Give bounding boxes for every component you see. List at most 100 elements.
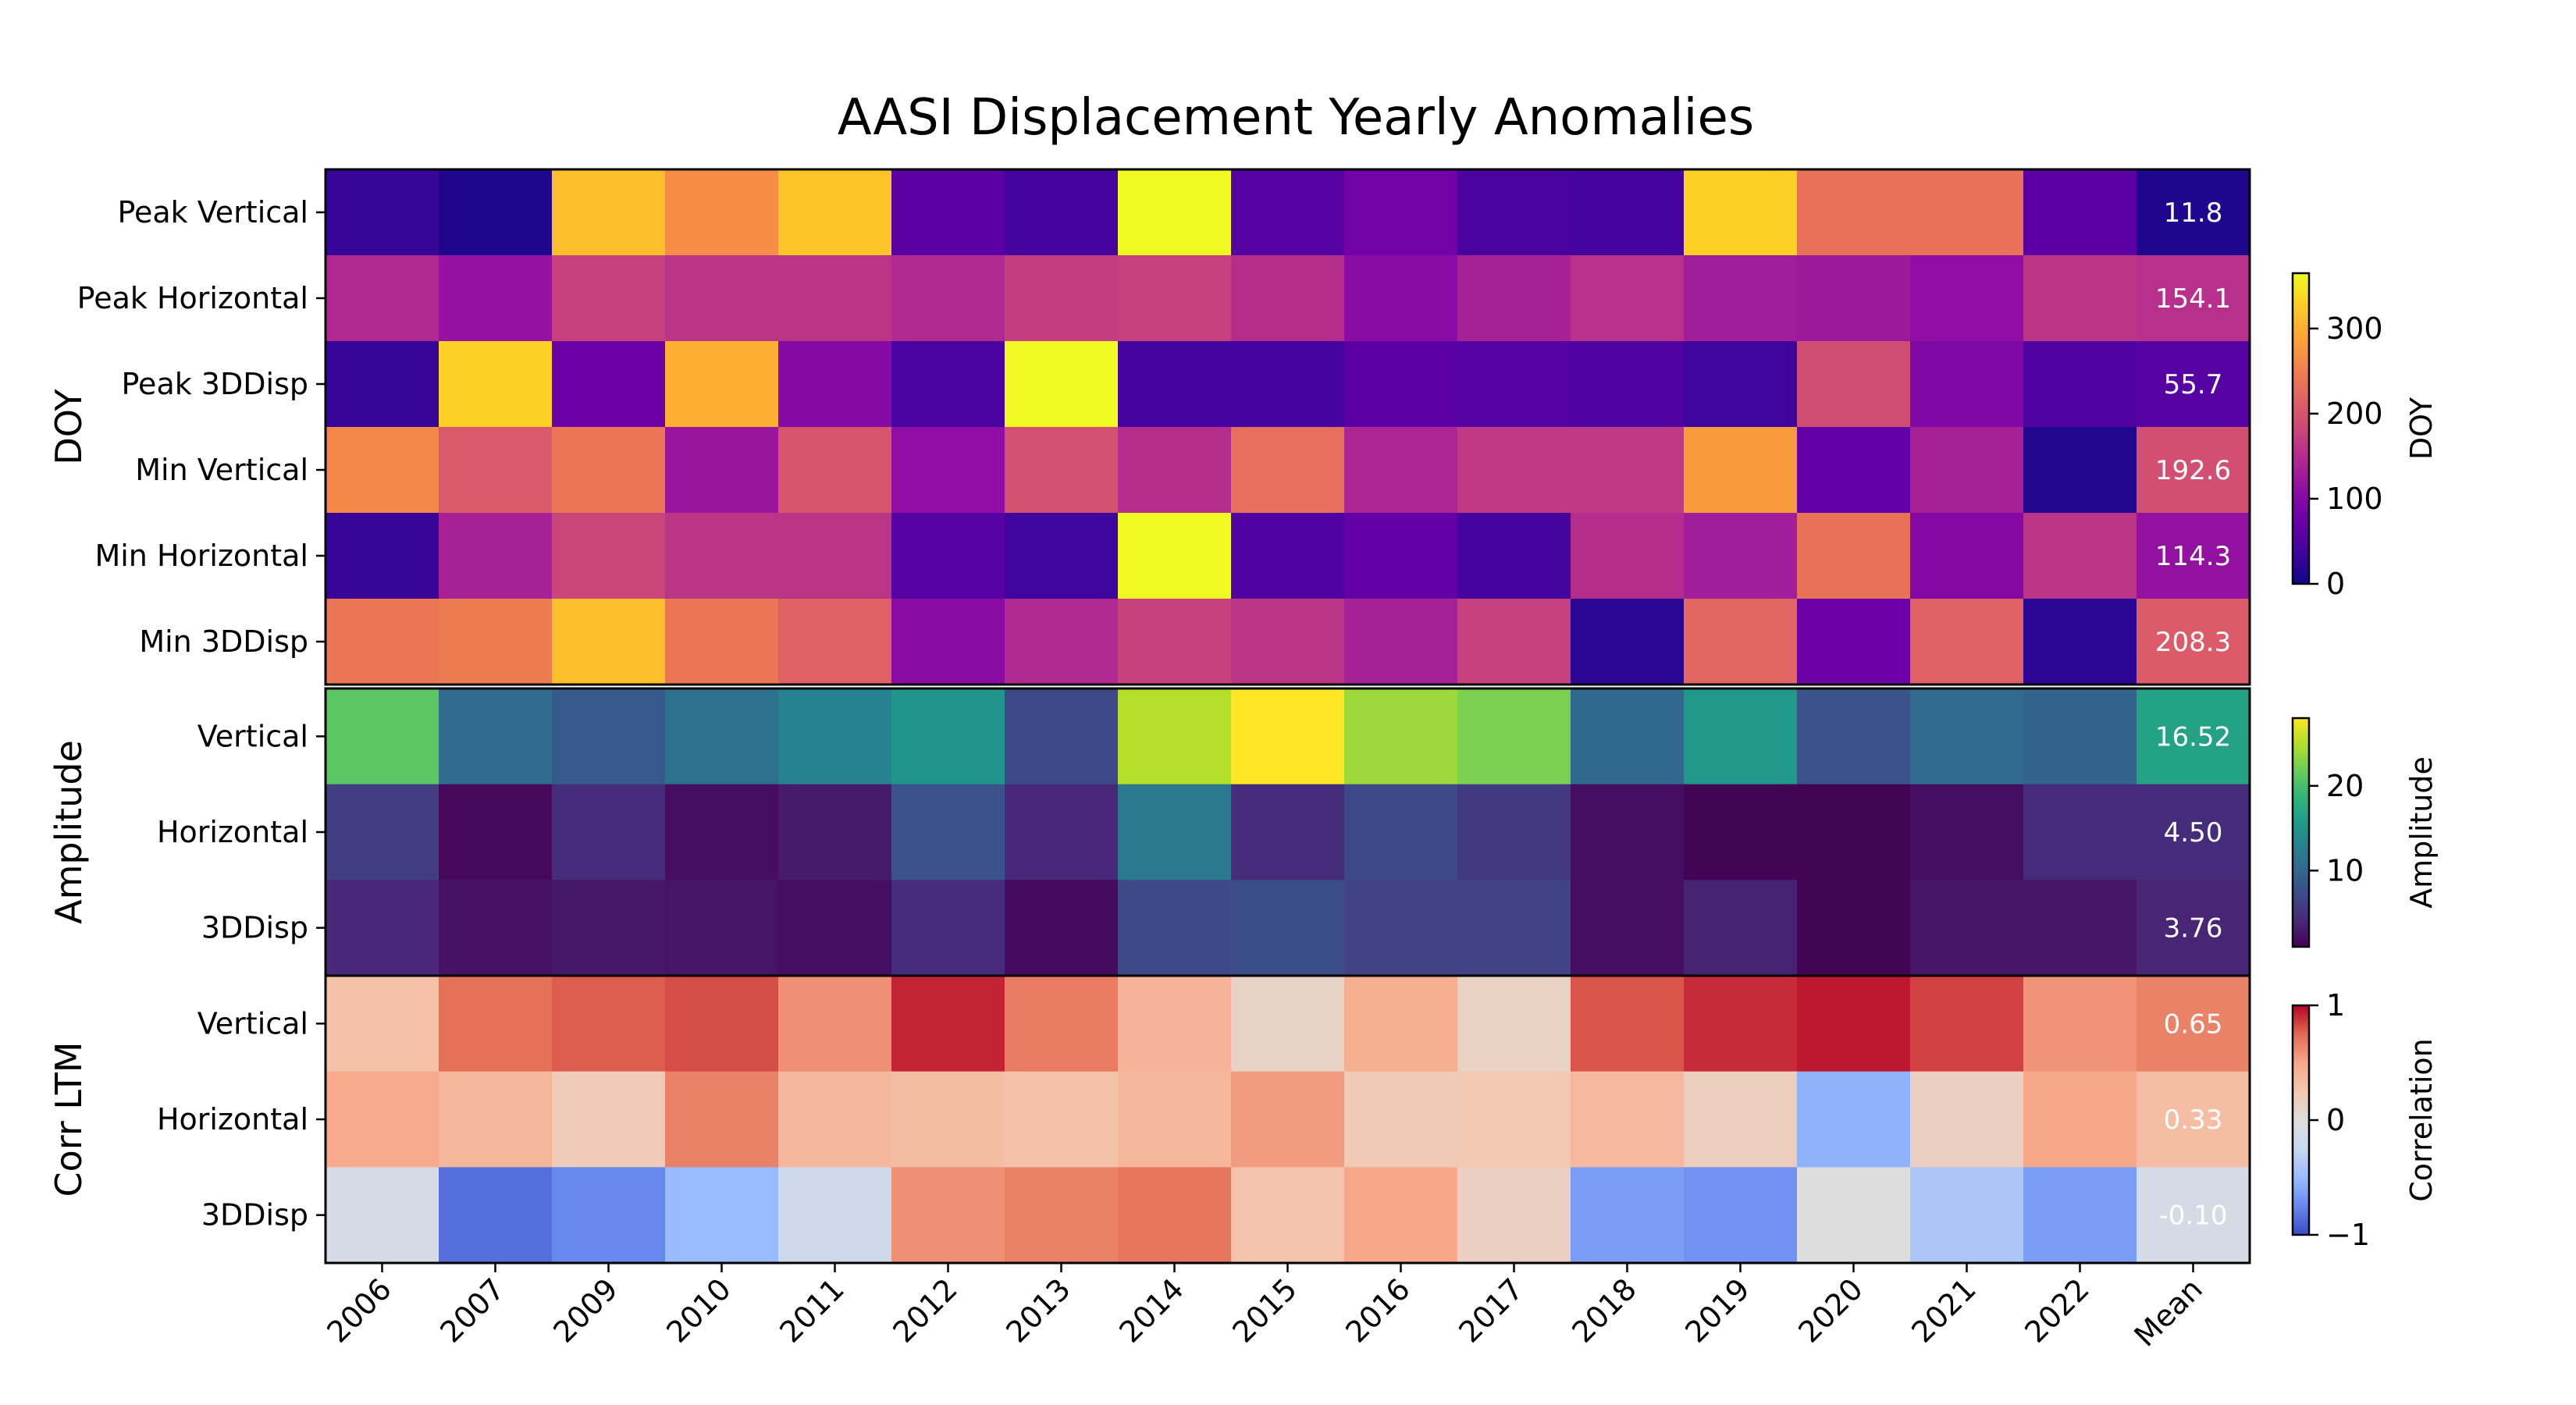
row-label: 3DDisp xyxy=(201,911,308,945)
heatmap-cell xyxy=(1231,976,1345,1072)
heatmap-cell xyxy=(2137,169,2250,256)
heatmap-cell xyxy=(2137,341,2250,428)
x-tick-label: 2012 xyxy=(886,1272,964,1350)
heatmap-cell xyxy=(891,427,1005,514)
colorbar-tick-label: 20 xyxy=(2326,769,2364,803)
heatmap-cell xyxy=(891,513,1005,599)
heatmap-cell xyxy=(1005,513,1119,599)
heatmap-cell xyxy=(439,169,553,256)
heatmap-cell xyxy=(1684,427,1798,514)
heatmap-cell xyxy=(2137,1167,2250,1264)
heatmap-cell xyxy=(1231,784,1345,880)
heatmap-cell xyxy=(1231,1167,1345,1264)
heatmap-cell xyxy=(439,880,553,976)
x-tick-label: 2014 xyxy=(1112,1272,1190,1350)
mean-value-label: 0.33 xyxy=(2164,1104,2223,1136)
heatmap-cell xyxy=(1797,341,1911,428)
colorbar-tick-label: 0 xyxy=(2326,1103,2345,1137)
heatmap-cell xyxy=(2023,169,2137,256)
heatmap-cell xyxy=(1797,599,1911,685)
heatmap-cell xyxy=(1571,599,1685,685)
heatmap-cell xyxy=(326,169,439,256)
mean-value-label: 4.50 xyxy=(2164,817,2223,848)
heatmap-cell xyxy=(665,513,779,599)
heatmap-cell xyxy=(778,784,892,880)
heatmap-cell xyxy=(326,513,439,599)
heatmap-cell xyxy=(1571,880,1685,976)
heatmap-cell xyxy=(1910,513,2024,599)
heatmap-cell xyxy=(326,976,439,1072)
heatmap-cell xyxy=(1910,1071,2024,1168)
x-tick-label: 2013 xyxy=(999,1272,1077,1350)
heatmap-cell xyxy=(1005,255,1119,342)
group-label: Corr LTM xyxy=(48,1042,90,1197)
heatmap-cell xyxy=(1344,784,1458,880)
heatmap-cell xyxy=(1005,1071,1119,1168)
heatmap-cell xyxy=(2137,255,2250,342)
heatmap-cell xyxy=(1118,255,1232,342)
heatmap-cell xyxy=(1344,976,1458,1072)
mean-value-label: 3.76 xyxy=(2164,913,2223,944)
heatmap-cell xyxy=(1684,169,1798,256)
x-tick-label: 2006 xyxy=(320,1272,398,1350)
heatmap-cell xyxy=(326,599,439,685)
mean-value-label: 114.3 xyxy=(2155,541,2231,572)
colorbar-label: Correlation xyxy=(2404,1038,2439,1202)
heatmap-cell xyxy=(665,599,779,685)
row-label: Peak Horizontal xyxy=(77,281,308,315)
heatmap-cell xyxy=(1910,427,2024,514)
heatmap-cell xyxy=(1118,169,1232,256)
heatmap-cell xyxy=(1457,599,1571,685)
heatmap-cell xyxy=(1797,255,1911,342)
heatmap-cell xyxy=(891,880,1005,976)
heatmap-cell xyxy=(1571,1071,1685,1168)
mean-value-label: 154.1 xyxy=(2155,283,2231,315)
heatmap-cell xyxy=(552,976,666,1072)
heatmap-cell xyxy=(1005,341,1119,428)
mean-value-label: 0.65 xyxy=(2164,1008,2223,1040)
heatmap-cell xyxy=(2137,784,2250,880)
heatmap-cell xyxy=(778,976,892,1072)
colorbar-tick-label: 300 xyxy=(2326,311,2383,346)
heatmap-cell xyxy=(1457,976,1571,1072)
heatmap-cell xyxy=(1457,341,1571,428)
heatmap-cell xyxy=(891,169,1005,256)
heatmap-cell xyxy=(1231,599,1345,685)
heatmap-cell xyxy=(2023,880,2137,976)
heatmap-cell xyxy=(778,341,892,428)
colorbar-tick-label: −1 xyxy=(2326,1218,2370,1252)
colorbar-label: Amplitude xyxy=(2404,756,2439,909)
colorbars: 0 100 200 300 DOY 10 20 Amplitude −1 0 1 Correlatio… xyxy=(2291,272,2439,1252)
heatmap-cell xyxy=(1344,1167,1458,1264)
heatmap-cell xyxy=(1571,341,1685,428)
heatmap-cell xyxy=(1005,599,1119,685)
x-tick-label: 2020 xyxy=(1791,1272,1870,1350)
row-label: Min Horizontal xyxy=(94,539,308,573)
heatmap-cell xyxy=(1457,427,1571,514)
heatmap-cell xyxy=(778,427,892,514)
heatmap-cell xyxy=(1231,513,1345,599)
x-tick-label: 2016 xyxy=(1339,1272,1417,1350)
heatmap-cell xyxy=(1910,976,2024,1072)
row-label: Min 3DDisp xyxy=(139,624,308,659)
heatmap-cell xyxy=(1231,341,1345,428)
heatmap-cell xyxy=(665,688,779,785)
heatmap-cell xyxy=(891,1167,1005,1264)
panel-frames xyxy=(316,168,2251,1273)
heatmap-cell xyxy=(1005,169,1119,256)
heatmap-cell xyxy=(439,599,553,685)
heatmap-cell xyxy=(326,1167,439,1264)
heatmap-cell xyxy=(1231,880,1345,976)
heatmap-cell xyxy=(665,1167,779,1264)
row-label: Min Vertical xyxy=(135,453,308,487)
heatmap-cell xyxy=(891,688,1005,785)
heatmap-cell xyxy=(1344,880,1458,976)
heatmap-cell xyxy=(439,1071,553,1168)
heatmap-cell xyxy=(778,169,892,256)
heatmap-cell xyxy=(1797,169,1911,256)
heatmap-cell xyxy=(1457,169,1571,256)
colorbar-tick-label: 200 xyxy=(2326,397,2383,431)
heatmap-cell xyxy=(1005,976,1119,1072)
heatmap-cell xyxy=(1344,688,1458,785)
heatmap-cell xyxy=(326,784,439,880)
